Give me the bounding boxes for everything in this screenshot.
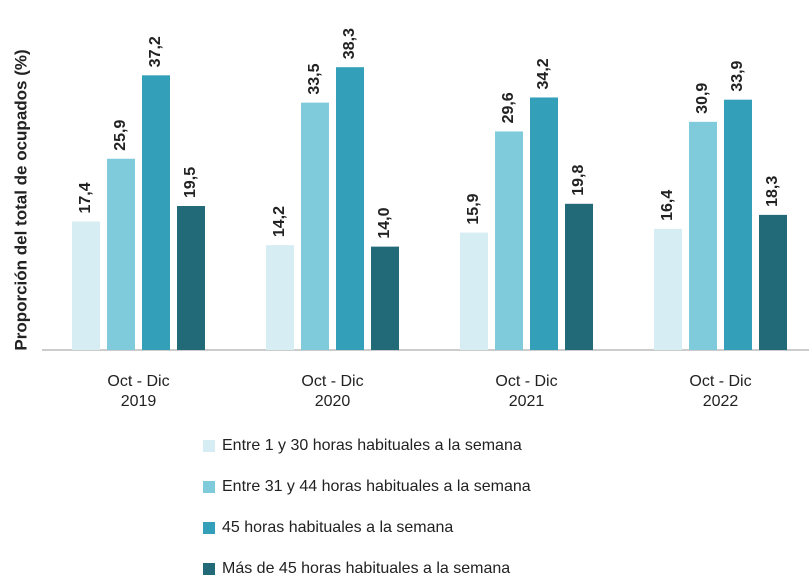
legend-label: Entre 1 y 30 horas habituales a la seman… <box>222 437 522 454</box>
bar <box>107 158 135 350</box>
value-label: 17,4 <box>77 182 94 213</box>
value-label: 33,5 <box>306 63 323 94</box>
value-label: 18,3 <box>764 176 781 207</box>
legend-label: Más de 45 horas habituales a la semana <box>222 560 510 576</box>
value-label: 25,9 <box>112 120 129 151</box>
value-label: 37,2 <box>147 36 164 67</box>
bar <box>724 99 752 350</box>
legend-swatch <box>203 440 215 452</box>
legend-label: 45 horas habituales a la semana <box>222 519 453 536</box>
x-tick-label: 2021 <box>509 393 545 410</box>
bar <box>301 102 329 350</box>
value-label: 16,4 <box>659 190 676 221</box>
bar <box>371 246 399 350</box>
legend-swatch <box>203 563 215 575</box>
bar <box>336 67 364 350</box>
bar <box>759 214 787 350</box>
x-tick-label: 2020 <box>315 393 351 410</box>
value-label: 19,8 <box>570 165 587 196</box>
bar <box>530 97 558 350</box>
value-label: 38,3 <box>341 28 358 59</box>
value-label: 14,2 <box>271 206 288 237</box>
x-tick-label: Oct - Dic <box>301 373 363 390</box>
x-tick-label: Oct - Dic <box>495 373 557 390</box>
legend-label: Entre 31 y 44 horas habituales a la sema… <box>222 478 531 495</box>
bar <box>266 245 294 350</box>
bar <box>72 221 100 350</box>
bar <box>460 232 488 350</box>
value-label: 34,2 <box>535 58 552 89</box>
legend-swatch <box>203 522 215 534</box>
value-label: 19,5 <box>182 167 199 198</box>
x-tick-label: Oct - Dic <box>107 373 169 390</box>
y-axis-label: Proporción del total de ocupados (%) <box>11 49 30 350</box>
bar <box>495 131 523 350</box>
x-tick-label: 2019 <box>121 393 157 410</box>
x-tick-label: 2022 <box>703 393 739 410</box>
value-label: 14,0 <box>376 207 393 238</box>
bar <box>565 203 593 350</box>
bar <box>689 121 717 350</box>
bar <box>177 206 205 350</box>
legend-swatch <box>203 481 215 493</box>
x-tick-label: Oct - Dic <box>689 373 751 390</box>
bar <box>654 228 682 350</box>
bar <box>142 75 170 350</box>
value-label: 15,9 <box>465 193 482 224</box>
value-label: 33,9 <box>729 60 746 91</box>
value-label: 30,9 <box>694 83 711 114</box>
value-label: 29,6 <box>500 92 517 123</box>
